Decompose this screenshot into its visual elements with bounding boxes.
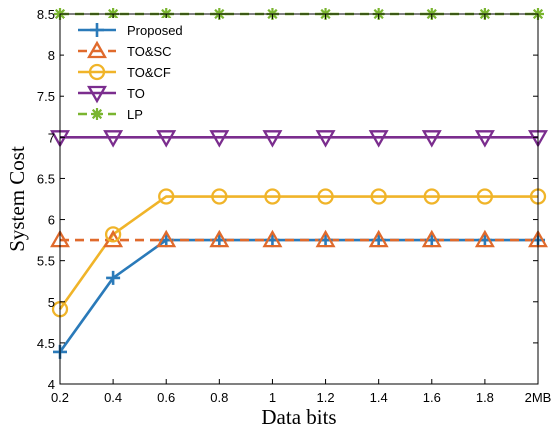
- x-tick-label: 2MB: [525, 390, 552, 405]
- y-tick-label: 4.5: [37, 336, 55, 351]
- y-tick-label: 4: [48, 377, 55, 392]
- ticks-layer: 0.2 0.4 0.6 0.8 1 1.2 1.4 1.6 1.8 2MB 4 4.5 5 5.5 6 6.5…: [37, 7, 551, 405]
- x-tick-label: 1.6: [423, 390, 441, 405]
- data-point: [262, 229, 283, 248]
- data-point: [262, 130, 283, 148]
- data-point: [476, 188, 494, 205]
- x-tick-label: 0.8: [210, 390, 228, 405]
- x-tick-label: 0.2: [51, 390, 69, 405]
- data-point: [315, 229, 336, 248]
- legend-label: TO&SC: [127, 44, 172, 59]
- legend-box: [64, 18, 210, 130]
- legend: Proposed TO&SC TO&CF TO LP: [64, 18, 210, 130]
- data-point: [421, 130, 442, 148]
- legend-label: Proposed: [127, 23, 183, 38]
- data-point: [368, 130, 389, 148]
- x-axis-title: Data bits: [261, 405, 336, 429]
- legend-marker: [90, 23, 104, 37]
- y-tick-label: 8: [48, 48, 55, 63]
- legend-label: TO&CF: [127, 65, 171, 80]
- data-point: [370, 188, 387, 205]
- legend-marker: [87, 85, 107, 104]
- data-point: [209, 130, 230, 148]
- legend-marker: [91, 108, 103, 120]
- y-tick-label: 8.5: [37, 7, 55, 22]
- data-point: [156, 229, 177, 248]
- y-tick-label: 6.5: [37, 171, 55, 186]
- y-axis-title: System Cost: [5, 146, 29, 252]
- y-tick-label: 7.5: [37, 89, 55, 104]
- data-point: [156, 130, 177, 148]
- data-point: [368, 229, 389, 248]
- x-tick-label: 1: [269, 390, 276, 405]
- y-tick-label: 6: [48, 213, 55, 228]
- legend-marker: [88, 63, 106, 81]
- y-tick-label: 5.5: [37, 254, 55, 269]
- data-point: [209, 229, 230, 248]
- x-tick-label: 1.2: [317, 390, 335, 405]
- data-point: [158, 188, 175, 205]
- series-line-to-cf: [58, 195, 538, 310]
- data-point: [474, 130, 495, 148]
- data-point: [264, 188, 281, 205]
- data-point: [211, 188, 228, 205]
- data-point: [103, 130, 124, 148]
- data-point: [421, 229, 442, 248]
- y-tick-label: 7: [48, 130, 55, 145]
- legend-marker: [87, 40, 107, 59]
- data-point: [423, 188, 440, 205]
- data-point: [106, 270, 121, 285]
- data-point: [104, 226, 122, 243]
- x-tick-label: 0.6: [157, 390, 175, 405]
- legend-label: LP: [127, 107, 143, 122]
- data-point: [315, 130, 336, 148]
- series-line-proposed: [58, 238, 538, 353]
- x-tick-label: 1.8: [476, 390, 494, 405]
- x-tick-label: 0.4: [104, 390, 122, 405]
- data-point: [317, 188, 334, 205]
- plot-frame: [59, 13, 539, 385]
- y-tick-label: 5: [48, 295, 55, 310]
- data-point: [474, 229, 495, 248]
- legend-label: TO: [127, 86, 145, 101]
- x-tick-label: 1.4: [370, 390, 388, 405]
